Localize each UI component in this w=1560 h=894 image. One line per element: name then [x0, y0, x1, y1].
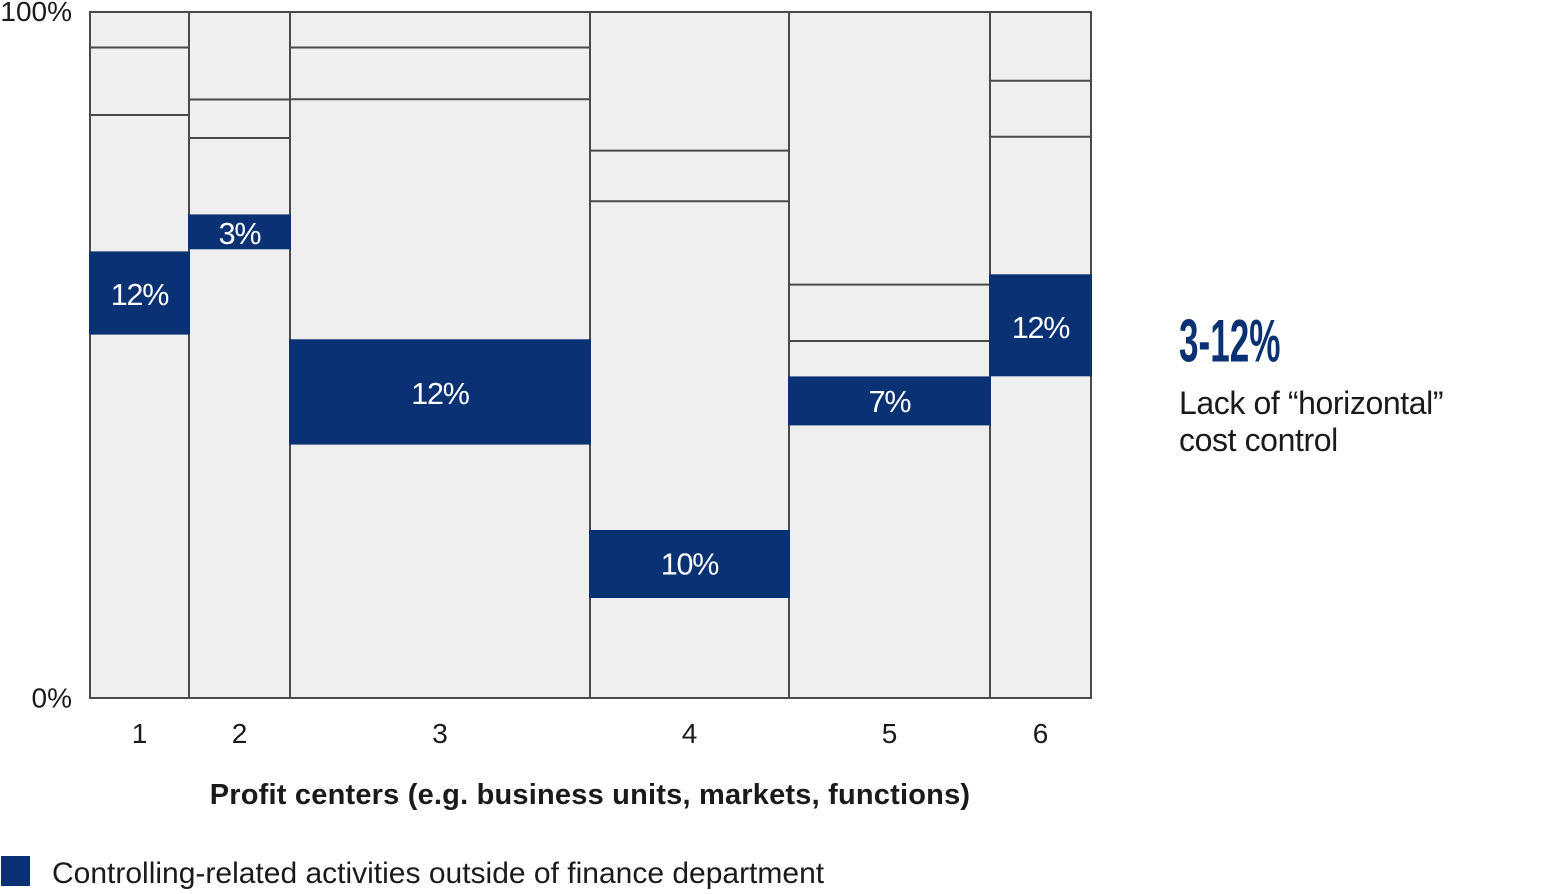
- svg-text:Controlling-related activities: Controlling-related activities outside o…: [52, 857, 825, 890]
- svg-text:12%: 12%: [411, 377, 470, 411]
- svg-text:Lack of “horizontal”: Lack of “horizontal”: [1179, 385, 1443, 421]
- svg-text:6: 6: [1033, 718, 1049, 749]
- svg-text:cost control: cost control: [1179, 422, 1338, 458]
- svg-text:10%: 10%: [661, 548, 720, 582]
- svg-text:2: 2: [232, 718, 248, 749]
- svg-text:3-12%: 3-12%: [1179, 309, 1280, 375]
- svg-text:1: 1: [132, 718, 148, 749]
- svg-text:7%: 7%: [869, 385, 912, 419]
- svg-text:12%: 12%: [111, 278, 170, 312]
- svg-text:3: 3: [432, 718, 448, 749]
- svg-text:Profit centers (e.g. business: Profit centers (e.g. business units, mar…: [210, 779, 971, 811]
- svg-text:4: 4: [682, 718, 698, 749]
- svg-text:12%: 12%: [1012, 311, 1071, 345]
- svg-text:3%: 3%: [219, 217, 262, 251]
- svg-text:0%: 0%: [32, 683, 72, 714]
- svg-text:5: 5: [882, 718, 898, 749]
- svg-text:100%: 100%: [0, 0, 72, 27]
